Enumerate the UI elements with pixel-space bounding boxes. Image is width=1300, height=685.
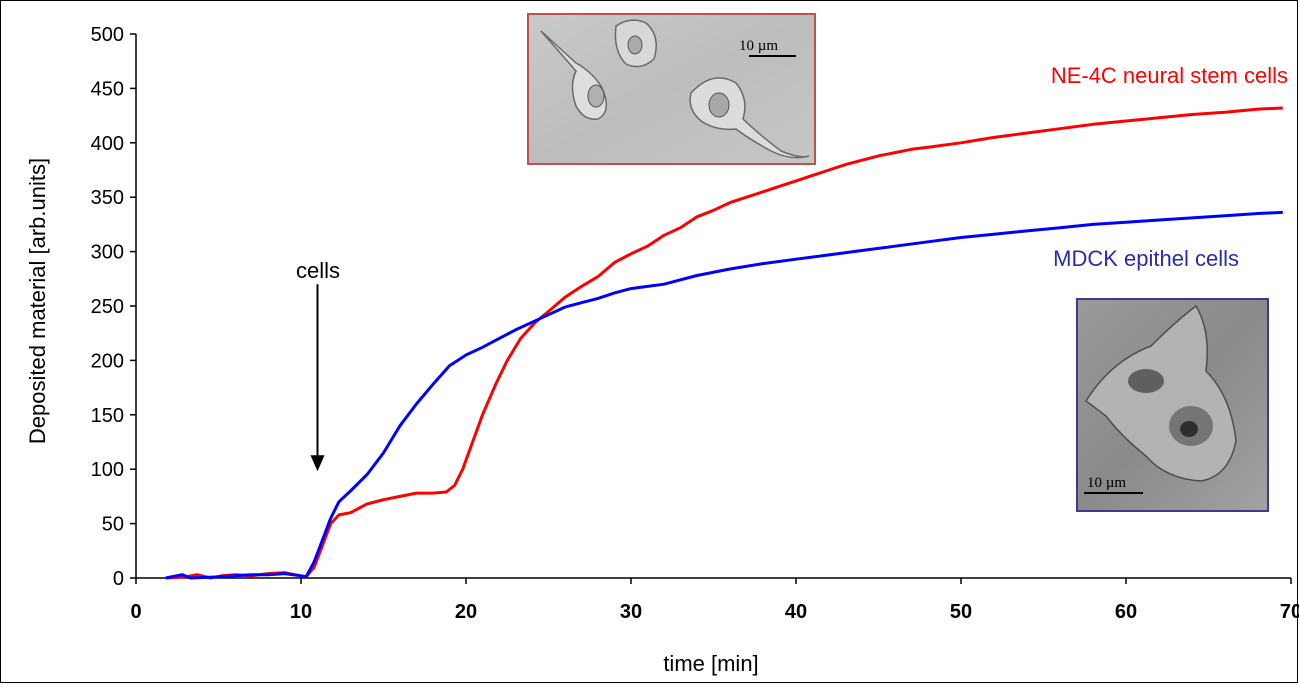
y-tick-label: 0 [113, 568, 124, 590]
micrograph-top-scale-label: 10 µm [739, 38, 778, 54]
series-line-ne4c [165, 106, 1283, 580]
series-label-mdck: MDCK epithel cells [1053, 246, 1239, 271]
micrograph-bottom-scale-label: 10 µm [1087, 475, 1126, 491]
y-tick-label: 150 [91, 405, 124, 427]
x-tick-label: 70 [1280, 601, 1299, 623]
x-tick-label: 0 [130, 601, 141, 623]
micrograph-neural-stem-cells: 10 µm [527, 13, 816, 165]
annotation-cells-text: cells [296, 258, 340, 283]
y-tick-label: 300 [91, 242, 124, 264]
x-axis-title: time [min] [663, 651, 758, 676]
annotation-arrow-head [310, 455, 325, 472]
micrograph-top-frame [527, 13, 816, 165]
y-tick-label: 250 [91, 296, 124, 318]
y-tick-label: 500 [91, 24, 124, 46]
y-tick-label: 450 [91, 78, 124, 100]
y-axis-title: Deposited material [arb.units] [25, 158, 50, 444]
x-tick-label: 40 [785, 601, 807, 623]
x-tick-label: 30 [620, 601, 642, 623]
x-tick-label: 60 [1115, 601, 1137, 623]
y-tick-label: 100 [91, 459, 124, 481]
axes: 0 50 100 150 200 250 300 350 400 450 500 0 10 20 30 40 5… [91, 24, 1299, 623]
x-tick-label: 10 [290, 601, 312, 623]
series-line-mdck [165, 210, 1283, 580]
x-tick-label: 50 [950, 601, 972, 623]
y-tick-label: 350 [91, 187, 124, 209]
y-tick-label: 200 [91, 350, 124, 372]
series-layer [165, 106, 1283, 580]
x-tick-label: 20 [455, 601, 477, 623]
micrograph-epithel-cells: 10 µm [1076, 298, 1269, 512]
y-tick-label: 50 [102, 514, 124, 536]
cells-annotation: cells [296, 258, 340, 472]
y-tick-label: 400 [91, 133, 124, 155]
series-label-ne4c: NE-4C neural stem cells [1051, 63, 1288, 88]
